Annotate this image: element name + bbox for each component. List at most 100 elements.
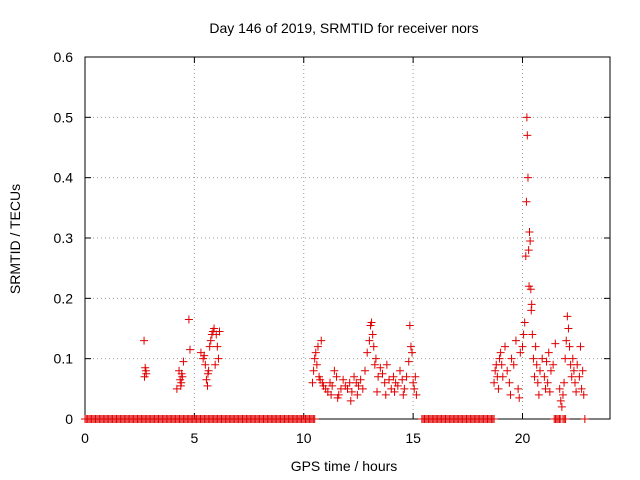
data-point: [406, 342, 415, 351]
data-point: [356, 375, 365, 384]
data-points: [81, 113, 589, 423]
data-point: [353, 390, 362, 399]
data-point: [507, 354, 516, 363]
data-point: [564, 324, 573, 333]
data-point: [580, 415, 589, 423]
data-point: [201, 360, 210, 369]
x-axis-title: GPS time / hours: [291, 458, 398, 474]
data-point: [494, 384, 503, 393]
data-point: [378, 369, 387, 378]
data-point: [526, 285, 535, 294]
data-point: [369, 342, 378, 351]
data-point: [514, 384, 523, 393]
chart-title: Day 146 of 2019, SRMTID for receiver nor…: [209, 20, 478, 36]
data-point: [358, 384, 367, 393]
data-point: [202, 375, 211, 384]
y-tick-labels: 0 0.1 0.2 0.3 0.4 0.5 0.6: [54, 49, 74, 427]
data-point: [527, 300, 536, 309]
data-point: [579, 390, 588, 399]
y-tick-label: 0.2: [54, 290, 74, 306]
data-point: [543, 378, 552, 387]
data-point: [184, 315, 193, 324]
data-point: [380, 378, 389, 387]
data-point: [509, 360, 518, 369]
data-point: [389, 372, 398, 381]
data-point: [576, 342, 585, 351]
data-point: [363, 348, 372, 357]
data-point: [309, 366, 318, 375]
data-point: [563, 312, 572, 321]
data-point: [520, 318, 529, 327]
data-point: [385, 375, 394, 384]
x-tick-label: 20: [515, 430, 531, 446]
data-point: [354, 381, 363, 390]
data-point: [516, 348, 525, 357]
data-point: [544, 348, 553, 357]
data-point: [573, 360, 582, 369]
data-point: [330, 366, 339, 375]
data-point: [518, 342, 527, 351]
data-point: [558, 390, 567, 399]
data-point: [210, 324, 219, 333]
y-tick-label: 0.3: [54, 230, 74, 246]
data-point: [565, 342, 574, 351]
data-point: [557, 402, 566, 411]
data-point: [541, 384, 550, 393]
x-tick-labels: 0 5 10 15 20: [81, 430, 530, 446]
data-point: [575, 372, 584, 381]
data-point: [523, 131, 532, 140]
data-point: [495, 354, 504, 363]
x-tick-label: 5: [190, 430, 198, 446]
data-point: [140, 372, 149, 381]
data-point: [203, 369, 212, 378]
y-tick-label: 0.4: [54, 170, 74, 186]
data-point: [367, 318, 376, 327]
data-point: [177, 369, 186, 378]
data-point: [213, 342, 222, 351]
grid: [85, 57, 610, 419]
data-point: [536, 366, 544, 375]
data-point: [572, 387, 581, 396]
data-point: [529, 354, 538, 363]
data-point: [521, 252, 530, 261]
data-point: [571, 378, 579, 387]
data-point: [361, 366, 369, 375]
data-point: [382, 360, 391, 369]
data-point: [496, 348, 505, 357]
data-point: [523, 173, 532, 182]
data-point: [399, 390, 408, 399]
data-point: [312, 360, 321, 369]
data-point: [203, 381, 212, 390]
data-point: [396, 366, 404, 375]
data-point: [186, 345, 194, 354]
data-point: [551, 339, 560, 348]
y-tick-label: 0.6: [54, 49, 74, 65]
data-point: [374, 372, 383, 381]
data-point: [525, 227, 534, 236]
data-point: [531, 342, 540, 351]
data-point: [211, 360, 220, 369]
y-tick-label: 0: [65, 411, 73, 427]
x-tick-label: 0: [81, 430, 89, 446]
data-point: [549, 360, 558, 369]
data-point: [569, 366, 578, 375]
data-point: [546, 366, 555, 375]
x-tick-label: 15: [405, 430, 421, 446]
data-point: [533, 378, 542, 387]
data-point: [206, 336, 215, 345]
data-point: [390, 387, 399, 396]
data-point: [545, 387, 554, 396]
data-point: [376, 363, 385, 372]
data-point: [308, 378, 317, 387]
data-point: [310, 415, 319, 423]
data-point: [368, 330, 377, 339]
data-point: [410, 384, 419, 393]
y-tick-label: 0.5: [54, 109, 74, 125]
data-point: [560, 378, 569, 387]
data-point: [332, 372, 341, 381]
data-point: [578, 366, 587, 375]
data-point: [561, 415, 570, 423]
data-point: [490, 378, 499, 387]
